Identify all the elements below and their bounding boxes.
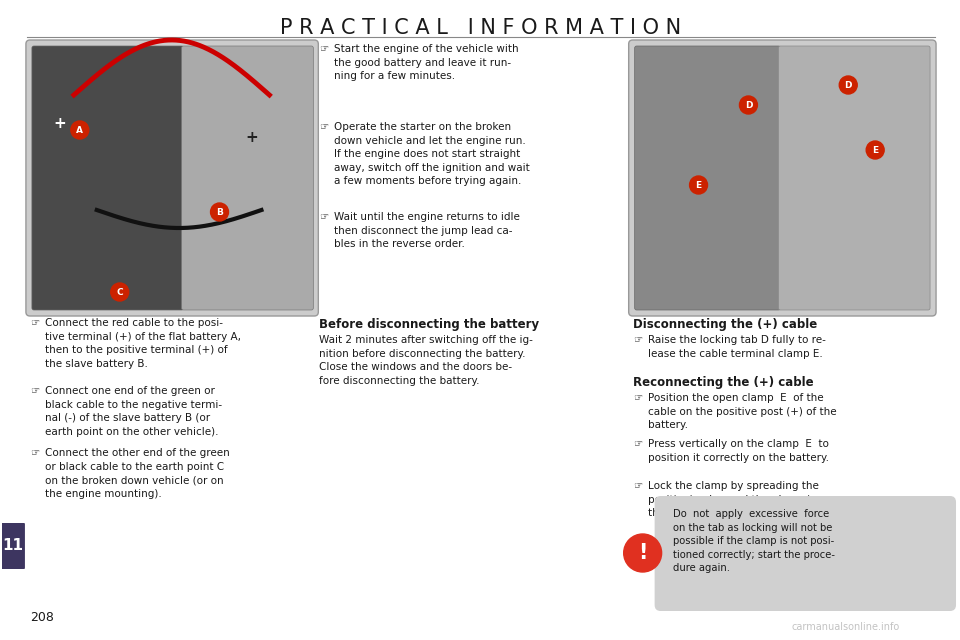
Text: +: +	[54, 115, 66, 131]
Text: ☞: ☞	[320, 44, 328, 54]
Circle shape	[839, 76, 857, 94]
Text: ☞: ☞	[320, 212, 328, 222]
Text: Before disconnecting the battery: Before disconnecting the battery	[320, 318, 540, 331]
Text: ☞: ☞	[30, 448, 39, 458]
Circle shape	[624, 534, 661, 572]
Text: B: B	[216, 207, 223, 216]
Text: ☞: ☞	[633, 481, 642, 491]
FancyBboxPatch shape	[629, 40, 936, 316]
Text: Operate the starter on the broken
down vehicle and let the engine run.
If the en: Operate the starter on the broken down v…	[334, 122, 530, 186]
FancyBboxPatch shape	[181, 46, 313, 310]
Circle shape	[210, 203, 228, 221]
Text: Do  not  apply  excessive  force
on the tab as locking will not be
possible if t: Do not apply excessive force on the tab …	[673, 509, 834, 573]
Text: Wait 2 minutes after switching off the ig-
nition before disconnecting the batte: Wait 2 minutes after switching off the i…	[320, 335, 533, 386]
Circle shape	[71, 121, 88, 139]
Text: ☞: ☞	[633, 335, 642, 345]
FancyBboxPatch shape	[26, 40, 319, 316]
Circle shape	[689, 176, 708, 194]
Text: E: E	[695, 180, 702, 189]
Text: Press vertically on the clamp  E  to
position it correctly on the battery.: Press vertically on the clamp E to posit…	[648, 439, 828, 463]
Text: Raise the locking tab D fully to re-
lease the cable terminal clamp E.: Raise the locking tab D fully to re- lea…	[648, 335, 826, 358]
Text: Connect one end of the green or
black cable to the negative termi-
nal (-) of th: Connect one end of the green or black ca…	[45, 386, 222, 437]
Text: Reconnecting the (+) cable: Reconnecting the (+) cable	[633, 376, 813, 389]
Text: D: D	[745, 100, 753, 109]
FancyBboxPatch shape	[779, 46, 930, 310]
Text: ☞: ☞	[320, 122, 328, 132]
Text: E: E	[872, 145, 878, 154]
Text: +: +	[245, 129, 258, 145]
Text: Lock the clamp by spreading the
positioning lug and then lowering
the tab  D.: Lock the clamp by spreading the position…	[648, 481, 823, 518]
Text: D: D	[845, 81, 852, 90]
Text: !: !	[638, 543, 647, 563]
Text: ☞: ☞	[633, 439, 642, 449]
FancyBboxPatch shape	[635, 46, 780, 310]
Text: Disconnecting the (+) cable: Disconnecting the (+) cable	[633, 318, 817, 331]
Text: 11: 11	[3, 538, 23, 554]
Text: ☞: ☞	[633, 393, 642, 403]
Text: C: C	[116, 287, 123, 296]
Text: Wait until the engine returns to idle
then disconnect the jump lead ca-
bles in : Wait until the engine returns to idle th…	[334, 212, 520, 249]
Text: A: A	[76, 125, 84, 134]
Text: Start the engine of the vehicle with
the good battery and leave it run-
ning for: Start the engine of the vehicle with the…	[334, 44, 519, 81]
Text: Connect the other end of the green
or black cable to the earth point C
on the br: Connect the other end of the green or bl…	[45, 448, 229, 499]
Text: ☞: ☞	[30, 318, 39, 328]
Text: Position the open clamp  E  of the
cable on the positive post (+) of the
battery: Position the open clamp E of the cable o…	[648, 393, 836, 430]
Text: carmanualsonline.info: carmanualsonline.info	[791, 622, 900, 632]
Circle shape	[866, 141, 884, 159]
Circle shape	[739, 96, 757, 114]
FancyBboxPatch shape	[655, 496, 956, 611]
FancyBboxPatch shape	[1, 523, 25, 569]
FancyBboxPatch shape	[32, 46, 183, 310]
Text: Connect the red cable to the posi-
tive terminal (+) of the flat battery A,
then: Connect the red cable to the posi- tive …	[45, 318, 241, 369]
Text: P R A C T I C A L   I N F O R M A T I O N: P R A C T I C A L I N F O R M A T I O N	[280, 18, 682, 38]
Text: ☞: ☞	[30, 386, 39, 396]
Text: 208: 208	[30, 611, 54, 624]
Circle shape	[110, 283, 129, 301]
